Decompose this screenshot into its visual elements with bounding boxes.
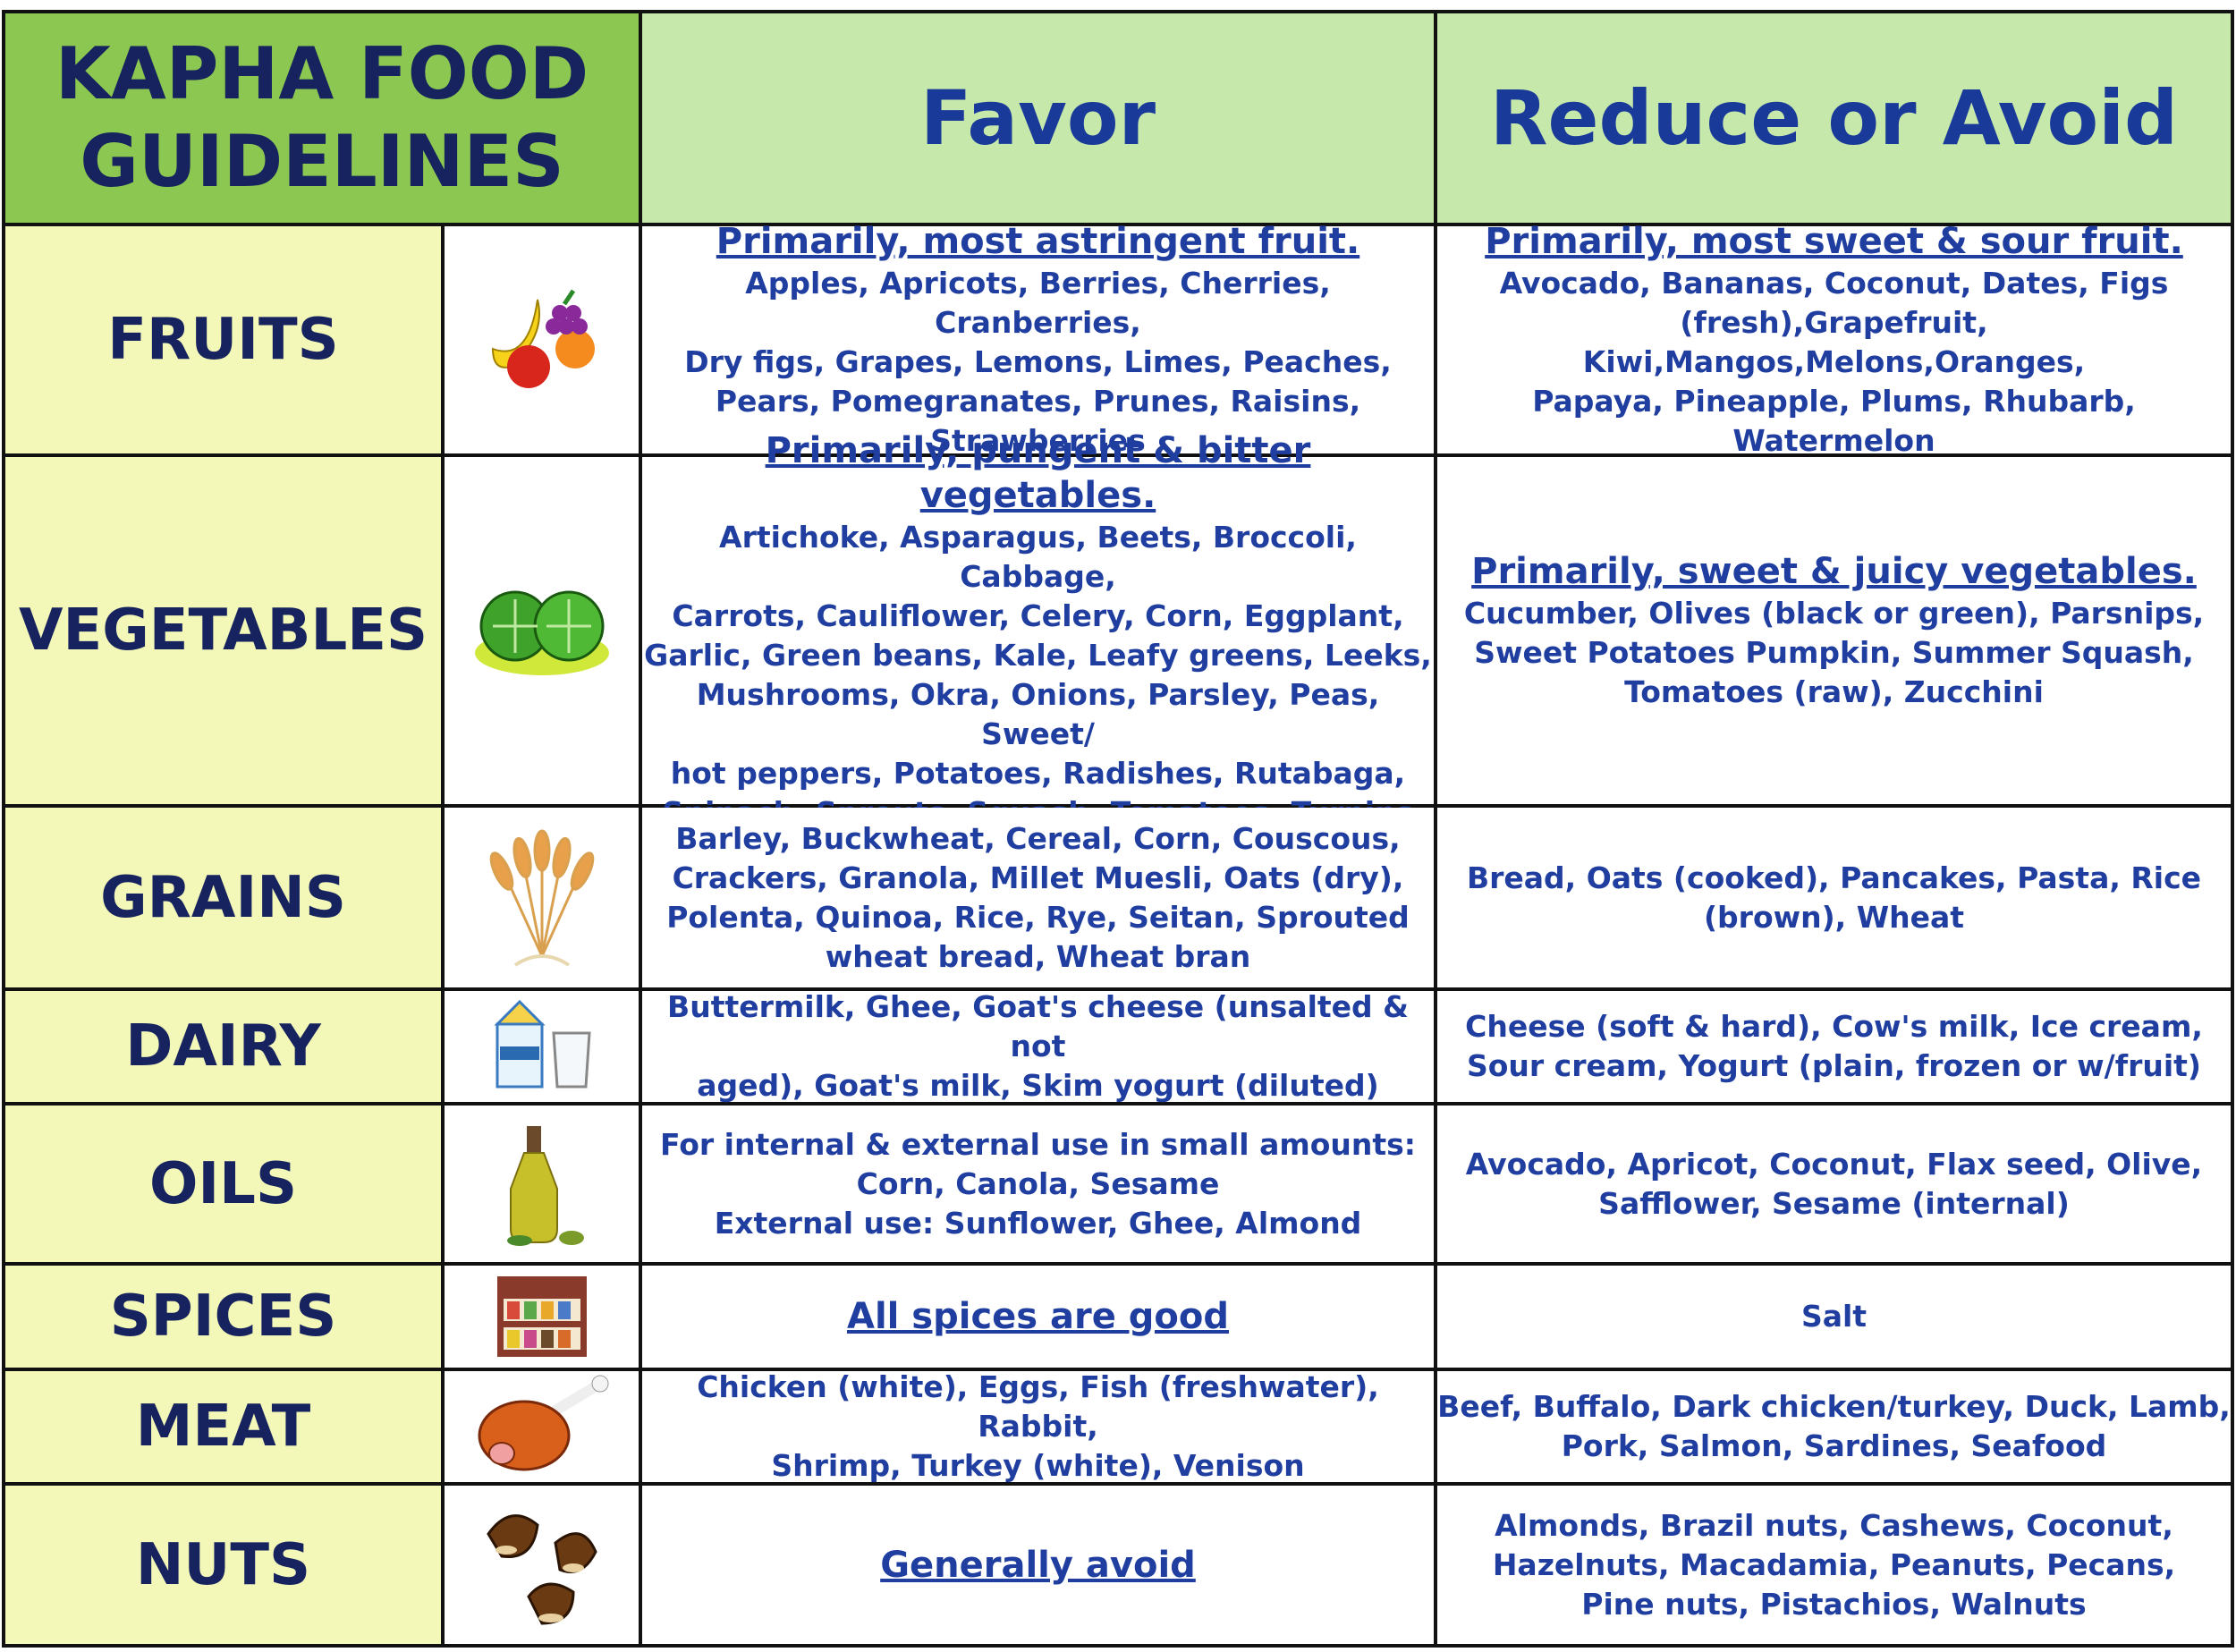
avoid-header: Reduce or Avoid xyxy=(1437,13,2231,223)
avoid-cell: Cheese (soft & hard), Cow's milk, Ice cr… xyxy=(1437,991,2231,1102)
favor-cell: Chicken (white), Eggs, Fish (freshwater)… xyxy=(642,1369,1434,1483)
favor-cell: Buttermilk, Ghee, Goat's cheese (unsalte… xyxy=(642,989,1434,1103)
cell-line: Artichoke, Asparagus, Beets, Broccoli, C… xyxy=(719,520,1357,594)
avoid-cell: Almonds, Brazil nuts, Cashews, Coconut, H… xyxy=(1437,1486,2231,1644)
favor-cell: Primarily, most astringent fruit. Apples,… xyxy=(642,221,1434,458)
guidelines-table: KAPHA FOOD GUIDELINES Favor Reduce or Av… xyxy=(2,10,2234,1648)
category-label: MEAT xyxy=(5,1371,441,1482)
cell-heading: Primarily, pungent & bitter vegetables. xyxy=(765,430,1311,516)
category-label: DAIRY xyxy=(5,991,441,1102)
cell-line: Avocado, Apricot, Coconut, Flax seed, Ol… xyxy=(1465,1146,2203,1182)
grain-icon xyxy=(445,808,639,987)
cell-line: Pork, Salmon, Sardines, Seafood xyxy=(1561,1428,2107,1463)
cell-heading: All spices are good xyxy=(846,1296,1230,1337)
cell-line: Garlic, Green beans, Kale, Leafy greens,… xyxy=(644,638,1432,673)
nut-icon xyxy=(445,1486,639,1644)
avoid-cell: Primarily, most sweet & sour fruit. Avoca… xyxy=(1437,221,2231,458)
cell-line: Avocado, Bananas, Coconut, Dates, Figs xyxy=(1499,266,2169,301)
favor-cell: All spices are good xyxy=(642,1266,1434,1368)
cell-line: Barley, Buckwheat, Cereal, Corn, Couscou… xyxy=(675,820,1401,856)
cell-line: Crackers, Granola, Millet Muesli, Oats (… xyxy=(672,860,1404,895)
cell-line: Hazelnuts, Macadamia, Peanuts, Pecans, xyxy=(1492,1546,2176,1582)
cell-line: (brown), Wheat xyxy=(1703,899,1965,935)
cell-line: Almonds, Brazil nuts, Cashews, Coconut, xyxy=(1495,1507,2173,1543)
oil-icon xyxy=(445,1106,639,1262)
cell-line: Mushrooms, Okra, Onions, Parsley, Peas, … xyxy=(696,677,1380,751)
cell-heading: Primarily, sweet & juicy vegetables. xyxy=(1471,551,2197,592)
cell-line: Cheese (soft & hard), Cow's milk, Ice cr… xyxy=(1465,1009,2203,1044)
cell-line: aged), Goat's milk, Skim yogurt (diluted… xyxy=(697,1068,1379,1103)
meat-icon xyxy=(445,1371,639,1482)
table-title: KAPHA FOOD GUIDELINES xyxy=(5,13,639,223)
vegetable-icon xyxy=(445,457,639,804)
cell-line: External use: Sunflower, Ghee, Almond xyxy=(714,1205,1362,1241)
cell-line: Tomatoes (raw), Zucchini xyxy=(1624,674,2044,709)
avoid-cell: Bread, Oats (cooked), Pancakes, Pasta, R… xyxy=(1437,808,2231,987)
category-label: NUTS xyxy=(5,1486,441,1644)
favor-cell: Primarily, pungent & bitter vegetables. A… xyxy=(642,430,1434,830)
cell-line: Buttermilk, Ghee, Goat's cheese (unsalte… xyxy=(667,989,1409,1063)
category-label: OILS xyxy=(5,1106,441,1262)
category-label: SPICES xyxy=(5,1266,441,1368)
category-label: VEGETABLES xyxy=(5,457,441,804)
cell-line: Bread, Oats (cooked), Pancakes, Pasta, R… xyxy=(1466,860,2202,895)
cell-line: Corn, Canola, Sesame xyxy=(856,1165,1220,1201)
category-label: GRAINS xyxy=(5,808,441,987)
fruit-icon xyxy=(445,226,639,453)
cell-heading: Generally avoid xyxy=(880,1544,1196,1586)
cell-line: Sour cream, Yogurt (plain, frozen or w/f… xyxy=(1466,1048,2202,1083)
avoid-cell: Avocado, Apricot, Coconut, Flax seed, Ol… xyxy=(1437,1106,2231,1262)
cell-line: Apples, Apricots, Berries, Cherries, Cra… xyxy=(745,266,1331,340)
avoid-cell: Primarily, sweet & juicy vegetables. Cucu… xyxy=(1437,457,2231,804)
cell-line: Strawberries xyxy=(930,423,1146,458)
cell-line: Safflower, Sesame (internal) xyxy=(1598,1185,2070,1221)
cell-line: Polenta, Quinoa, Rice, Rye, Seitan, Spro… xyxy=(666,899,1410,935)
cell-line: Carrots, Cauliflower, Celery, Corn, Eggp… xyxy=(672,598,1404,633)
cell-line: Chicken (white), Eggs, Fish (freshwater)… xyxy=(697,1369,1379,1444)
cell-line: Pears, Pomegranates, Prunes, Raisins, xyxy=(715,384,1361,419)
spice-icon xyxy=(445,1266,639,1368)
cell-line: hot peppers, Potatoes, Radishes, Rutabag… xyxy=(670,756,1406,791)
avoid-cell: Salt xyxy=(1437,1266,2231,1368)
dairy-icon xyxy=(445,991,639,1102)
cell-line: Sweet Potatoes Pumpkin, Summer Squash, xyxy=(1474,635,2194,670)
category-label: FRUITS xyxy=(5,226,441,453)
favor-cell: Barley, Buckwheat, Cereal, Corn, Couscou… xyxy=(642,808,1434,987)
cell-line: Beef, Buffalo, Dark chicken/turkey, Duck… xyxy=(1437,1389,2231,1424)
cell-line: Shrimp, Turkey (white), Venison xyxy=(771,1448,1305,1483)
cell-heading: Primarily, most sweet & sour fruit. xyxy=(1485,221,2183,262)
cell-line: Papaya, Pineapple, Plums, Rhubarb, Water… xyxy=(1532,384,2136,458)
cell-line: Salt xyxy=(1800,1299,1868,1334)
cell-line: For internal & external use in small amo… xyxy=(660,1126,1416,1162)
cell-line: wheat bread, Wheat bran xyxy=(825,938,1251,974)
cell-line: Cucumber, Olives (black or green), Parsn… xyxy=(1463,596,2205,631)
cell-heading: Primarily, most astringent fruit. xyxy=(716,221,1360,262)
favor-cell: Generally avoid xyxy=(642,1486,1434,1644)
favor-cell: For internal & external use in small amo… xyxy=(642,1106,1434,1262)
cell-line: (fresh),Grapefruit, Kiwi,Mangos,Melons,O… xyxy=(1582,305,2086,379)
avoid-cell: Beef, Buffalo, Dark chicken/turkey, Duck… xyxy=(1437,1371,2231,1482)
cell-line: Pine nuts, Pistachios, Walnuts xyxy=(1581,1586,2087,1622)
favor-header: Favor xyxy=(642,13,1434,223)
cell-line: Dry figs, Grapes, Lemons, Limes, Peaches… xyxy=(684,344,1392,379)
